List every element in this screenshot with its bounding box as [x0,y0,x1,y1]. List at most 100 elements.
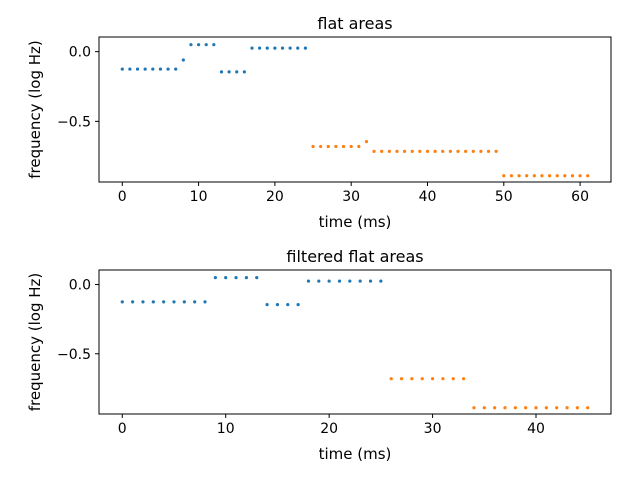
x-axis-label: time (ms) [319,213,392,231]
x-tick-label: 10 [217,421,235,437]
data-point [503,406,507,410]
data-point [544,406,548,410]
data-point [213,276,217,280]
data-point [162,300,166,304]
data-point [555,406,559,410]
data-point [425,149,430,153]
data-point [120,300,124,304]
data-point [334,144,338,149]
x-tick-label: 60 [571,189,589,205]
data-point [358,279,362,283]
data-point [456,149,460,153]
data-point [193,300,197,304]
data-point [410,377,414,381]
data-point [586,174,590,178]
data-point [555,174,559,178]
data-point [410,149,414,153]
data-point [141,300,145,304]
data-point [525,174,529,178]
x-tick-label: 0 [118,189,127,205]
data-point [547,174,552,178]
chart-title: flat areas [317,14,392,33]
data-point [430,377,435,381]
data-point [172,300,176,304]
data-point [286,303,290,307]
data-point [451,377,455,381]
data-point [166,67,170,71]
data-point [372,149,376,153]
data-point [258,46,262,50]
data-point [319,144,323,149]
data-point [203,300,207,304]
data-point [349,144,353,149]
data-point [441,149,445,153]
data-point [288,46,292,50]
data-point [181,58,185,62]
data-point [275,303,280,307]
x-tick-label: 30 [342,189,360,205]
data-point [151,67,155,71]
data-point [494,149,498,153]
data-point [303,46,307,50]
data-point [364,139,369,144]
subplot-1: 0 10 20 30 40 50 60 0.0 −0.5 flat areas time (ms) f… [26,14,612,231]
data-point [204,43,208,47]
data-point [509,174,514,178]
data-point [273,46,277,50]
y-tick-label: −0.5 [57,347,91,363]
data-point [534,406,538,410]
data-point [586,406,590,410]
data-point [565,406,569,410]
data-point [135,67,140,71]
x-tick-label: 20 [266,189,284,205]
data-point [337,279,342,283]
y-axis-label: frequency (log Hz) [26,273,44,412]
data-point [120,67,124,71]
data-point [395,149,399,153]
x-tick-label: 30 [424,421,442,437]
chart-title: filtered flat areas [286,247,423,266]
data-point [570,174,575,178]
x-tick-label: 50 [495,189,513,205]
data-point [235,70,239,74]
x-tick-label: 0 [118,421,127,437]
y-axis-label: frequency (log Hz) [26,40,44,179]
data-point [196,43,201,47]
data-point [578,174,582,178]
y-tick-label: 0.0 [69,278,91,294]
data-point [131,300,135,304]
data-point [486,149,491,153]
data-point [464,149,468,153]
data-point [326,144,330,149]
data-point [502,174,506,178]
data-point [224,276,228,280]
data-point [227,70,231,74]
data-point [244,276,248,280]
data-point [182,300,186,304]
data-point [517,174,521,178]
data-point [540,174,544,178]
x-tick-label: 20 [320,421,338,437]
axes-frame [98,269,612,415]
y-tick-label: −0.5 [57,114,91,130]
series-1 [120,43,307,74]
x-axis-label: time (ms) [319,445,392,463]
data-point [306,279,311,283]
axes-frame [98,36,612,183]
x-tick-label: 40 [527,421,545,437]
data-point [317,279,321,283]
data-point [563,174,567,178]
data-point [472,406,476,410]
data-point [212,43,216,47]
data-point [524,406,528,410]
data-point [151,300,155,304]
data-point [479,149,483,153]
data-point [403,149,407,153]
data-point [265,303,269,307]
x-tick-label: 10 [190,189,208,205]
data-point [575,406,579,410]
data-point [482,406,486,410]
data-point [368,279,373,283]
data-point [399,377,404,381]
